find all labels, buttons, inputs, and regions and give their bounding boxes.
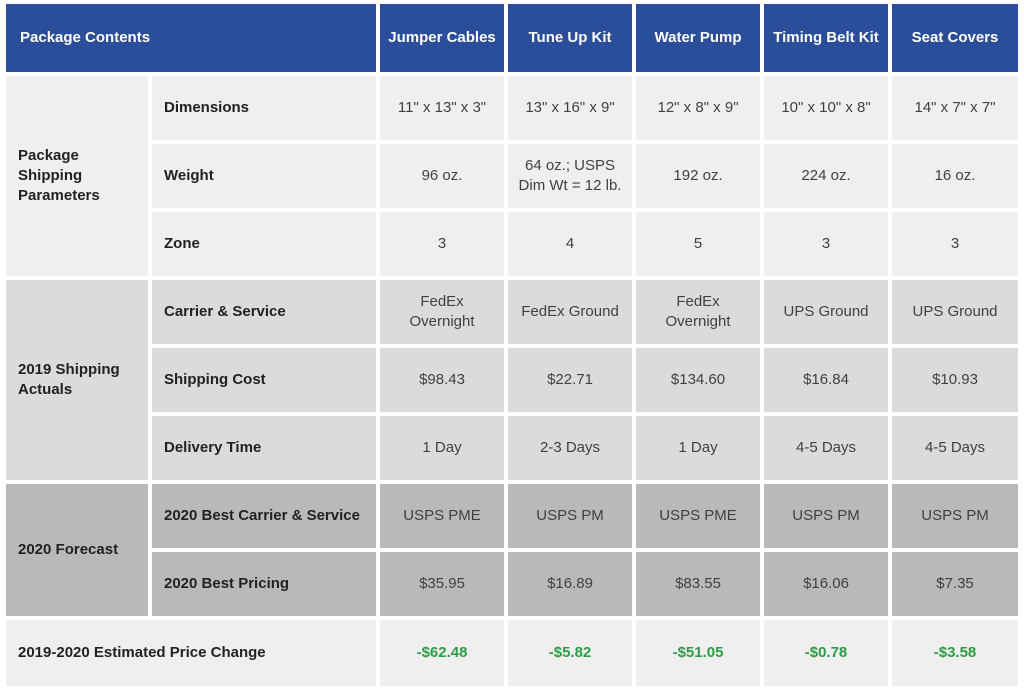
row-label: Shipping Cost <box>152 348 377 412</box>
cell-value: FedEx Ground <box>508 280 633 344</box>
row-2020-best-carrier: 2020 Forecast 2020 Best Carrier & Servic… <box>6 484 1019 616</box>
cell-value: 5 <box>636 212 761 276</box>
cell-value: 4-5 Days <box>892 416 1019 480</box>
cell-value: 10" x 10" x 8" <box>764 76 889 140</box>
row-label: Delivery Time <box>152 416 377 480</box>
cell-value: 64 oz.; USPS Dim Wt = 12 lb. <box>508 144 633 208</box>
cell-value: $35.95 <box>380 552 505 616</box>
cell-value: 192 oz. <box>636 144 761 208</box>
group-label-package-shipping-parameters: Package Shipping Parameters <box>6 76 148 276</box>
row-zone: Zone 3 4 5 3 3 <box>6 212 1019 276</box>
cell-value: 1 Day <box>636 416 761 480</box>
row-label: Dimensions <box>152 76 377 140</box>
row-label: Weight <box>152 144 377 208</box>
cell-value: $134.60 <box>636 348 761 412</box>
cell-value: $16.84 <box>764 348 889 412</box>
product-header-jumper-cables: Jumper Cables <box>380 4 505 72</box>
cell-value: 224 oz. <box>764 144 889 208</box>
cell-value: $16.89 <box>508 552 633 616</box>
cell-value: $16.06 <box>764 552 889 616</box>
cell-value: $10.93 <box>892 348 1019 412</box>
row-delivery-time: Delivery Time 1 Day 2-3 Days 1 Day 4-5 D… <box>6 416 1019 480</box>
cell-value: 16 oz. <box>892 144 1019 208</box>
cell-value: USPS PM <box>892 484 1019 548</box>
price-change-value: -$3.58 <box>892 620 1019 686</box>
cell-value: 14" x 7" x 7" <box>892 76 1019 140</box>
group-label-2020-forecast: 2020 Forecast <box>6 484 148 616</box>
cell-value: USPS PME <box>636 484 761 548</box>
product-header-seat-covers: Seat Covers <box>892 4 1019 72</box>
row-weight: Weight 96 oz. 64 oz.; USPS Dim Wt = 12 l… <box>6 144 1019 208</box>
footer-label: 2019-2020 Estimated Price Change <box>6 620 377 686</box>
header-row: Package Contents Jumper Cables Tune Up K… <box>6 4 1019 72</box>
price-change-value: -$62.48 <box>380 620 505 686</box>
row-price-change: 2019-2020 Estimated Price Change -$62.48… <box>6 620 1019 686</box>
cell-value: 11" x 13" x 3" <box>380 76 505 140</box>
cell-value: 4 <box>508 212 633 276</box>
cell-value: 96 oz. <box>380 144 505 208</box>
cell-value: USPS PM <box>764 484 889 548</box>
cell-value: 3 <box>764 212 889 276</box>
cell-value: FedEx Overnight <box>380 280 505 344</box>
product-header-timing-belt-kit: Timing Belt Kit <box>764 4 889 72</box>
row-label: Carrier & Service <box>152 280 377 344</box>
group-label-2019-shipping-actuals: 2019 Shipping Actuals <box>6 280 148 480</box>
row-label: 2020 Best Carrier & Service <box>152 484 377 548</box>
cell-value: $98.43 <box>380 348 505 412</box>
cell-value: $83.55 <box>636 552 761 616</box>
corner-header: Package Contents <box>6 4 377 72</box>
cell-value: FedEx Overnight <box>636 280 761 344</box>
cell-value: 3 <box>380 212 505 276</box>
cell-value: 1 Day <box>380 416 505 480</box>
row-2020-best-pricing: 2020 Best Pricing $35.95 $16.89 $83.55 $… <box>6 552 1019 616</box>
row-dimensions: Package Shipping Parameters Dimensions 1… <box>6 76 1019 276</box>
cell-value: 2-3 Days <box>508 416 633 480</box>
cell-value: $22.71 <box>508 348 633 412</box>
cell-value: $7.35 <box>892 552 1019 616</box>
row-shipping-cost: Shipping Cost $98.43 $22.71 $134.60 $16.… <box>6 348 1019 412</box>
cell-value: USPS PM <box>508 484 633 548</box>
cell-value: 12" x 8" x 9" <box>636 76 761 140</box>
row-label: Zone <box>152 212 377 276</box>
row-label: 2020 Best Pricing <box>152 552 377 616</box>
cell-value: UPS Ground <box>764 280 889 344</box>
cell-value: 3 <box>892 212 1019 276</box>
row-carrier-service: 2019 Shipping Actuals Carrier & Service … <box>6 280 1019 480</box>
cell-value: USPS PME <box>380 484 505 548</box>
product-header-water-pump: Water Pump <box>636 4 761 72</box>
cell-value: 4-5 Days <box>764 416 889 480</box>
price-change-value: -$0.78 <box>764 620 889 686</box>
cell-value: UPS Ground <box>892 280 1019 344</box>
product-header-tune-up-kit: Tune Up Kit <box>508 4 633 72</box>
cell-value: 13" x 16" x 9" <box>508 76 633 140</box>
price-change-value: -$51.05 <box>636 620 761 686</box>
price-change-value: -$5.82 <box>508 620 633 686</box>
